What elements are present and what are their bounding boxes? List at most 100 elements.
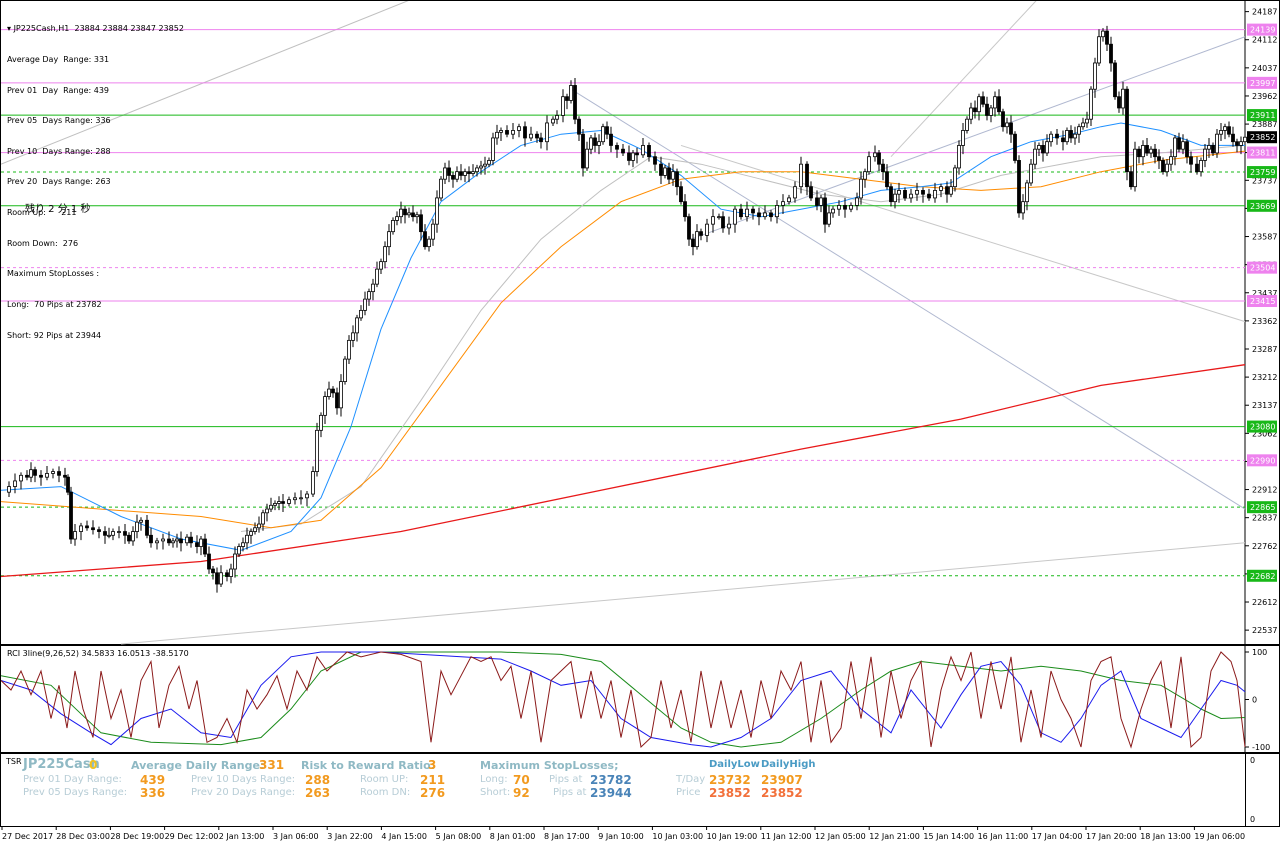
rci-indicator-panel[interactable]: 100 0 -100 RCI 3line(9,26,52) 34.5833 16.0… xyxy=(0,645,1280,754)
candle-bull xyxy=(867,156,871,173)
info-line: Prev 05 Days Range: 336 xyxy=(7,116,111,126)
candle-bear xyxy=(103,531,107,536)
info-line: Room Down: 276 xyxy=(7,238,79,248)
candle-bull xyxy=(799,163,803,188)
candle-bull xyxy=(379,261,383,270)
tday-low: 23732 xyxy=(709,773,751,787)
candle-bear xyxy=(167,538,171,544)
time-tick-label: 9 Jan 10:00 xyxy=(598,832,644,841)
level-tag-label: 22865 xyxy=(1250,503,1275,512)
candle-bull xyxy=(727,223,731,229)
candle-bear xyxy=(577,118,581,135)
candle-bull xyxy=(909,193,913,199)
candle-bear xyxy=(621,148,625,154)
candle-bull xyxy=(219,572,223,585)
candle-bear xyxy=(451,175,455,180)
prev20-value: 263 xyxy=(305,786,331,800)
candle-bear xyxy=(331,388,335,394)
price-tick-label: 23362 xyxy=(1252,317,1277,326)
level-tag-label: 22682 xyxy=(1250,572,1275,581)
candle-bear xyxy=(823,197,827,225)
candle-bear xyxy=(1185,141,1189,158)
last-price-tag xyxy=(1247,131,1277,144)
candle-bear xyxy=(605,126,609,135)
rci-tick-label: -100 xyxy=(1252,743,1270,752)
candle-bull xyxy=(439,178,443,199)
candle-bull xyxy=(475,167,479,173)
candle-bull xyxy=(343,358,347,383)
candle-bull xyxy=(455,171,459,180)
candle-bull xyxy=(73,531,77,540)
menu-triangle-icon[interactable]: ▾ xyxy=(7,24,12,34)
candle-bull xyxy=(19,474,23,482)
price-low: 23852 xyxy=(709,786,751,800)
candle-bull xyxy=(827,212,831,225)
candle-bear xyxy=(335,392,339,409)
rci-chart-svg[interactable]: 100 0 -100 xyxy=(1,646,1280,754)
candle-bear xyxy=(97,529,101,532)
candle-bear xyxy=(1113,62,1117,98)
candle-bull xyxy=(7,486,11,493)
candle-bull xyxy=(383,246,387,263)
candle-bear xyxy=(523,126,527,139)
trendline xyxy=(570,88,1246,510)
level-tag xyxy=(1247,569,1277,582)
candle-bear xyxy=(981,96,985,105)
tsr-symbol-overlay: 0 xyxy=(89,758,98,772)
price-chart-panel[interactable]: 2418724112240372396223887238112373723662… xyxy=(0,0,1280,646)
level-tag xyxy=(1247,454,1277,467)
candle-bull xyxy=(311,471,315,495)
candle-bull xyxy=(79,525,83,532)
candle-bull xyxy=(139,519,143,523)
candle-bear xyxy=(211,568,215,574)
trendline xyxy=(890,1,1037,158)
price-chart-svg[interactable]: 2418724112240372396223887238112373723662… xyxy=(1,1,1280,646)
rr-value: 3 xyxy=(428,758,437,772)
candle-bear xyxy=(903,190,907,199)
candle-bear xyxy=(635,152,639,156)
candle-bull xyxy=(495,131,499,139)
candle-bull xyxy=(161,538,165,542)
candle-bear xyxy=(1125,88,1129,173)
candle-bear xyxy=(751,208,755,214)
candle-bear xyxy=(683,201,687,218)
candle-bull xyxy=(775,205,779,218)
candle-timer: 残り 2 分 1 秒 xyxy=(25,204,91,215)
candle-bull xyxy=(305,493,309,499)
level-tag xyxy=(1247,501,1277,514)
rci-blue-line xyxy=(1,651,1246,748)
candle-bull xyxy=(1207,145,1211,150)
candle-bull xyxy=(597,141,601,146)
candle-bear xyxy=(1195,163,1199,173)
candle-bear xyxy=(1189,156,1193,165)
candle-bear xyxy=(581,133,585,169)
candle-bull xyxy=(245,534,249,544)
tsr-panel[interactable]: TSR JP225Cash 0 Average Daily Range: 331… xyxy=(0,753,1280,827)
candle-bull xyxy=(117,531,121,533)
candle-bull xyxy=(269,504,273,510)
chart-title: ▾ JP225Cash,H1 23884 23884 23847 23852 xyxy=(7,24,184,34)
candle-bear xyxy=(691,238,695,248)
candle-bull xyxy=(831,208,835,214)
candle-bear xyxy=(1137,148,1141,158)
candle-bear xyxy=(411,212,415,218)
room-up-value: 211 xyxy=(420,773,446,787)
candle-bull xyxy=(1149,148,1153,154)
candle-bear xyxy=(85,525,89,529)
candle-bull xyxy=(511,130,515,135)
price-tick-label: 23287 xyxy=(1252,345,1277,354)
candle-bear xyxy=(593,137,597,146)
candle-bull xyxy=(347,339,351,360)
candle-bear xyxy=(653,156,657,165)
time-axis: 27 Dec 2017 28 Dec 03:00 28 Dec 19:00 29 De… xyxy=(1,827,1245,841)
candle-bull xyxy=(387,231,391,248)
candle-bear xyxy=(921,190,925,195)
ma-gray-line xyxy=(240,144,1246,532)
candle-bull xyxy=(1239,141,1243,146)
candle-bear xyxy=(423,231,427,248)
level-tag-label: 24139 xyxy=(1250,26,1275,35)
candle-bear xyxy=(149,534,153,544)
candle-bull xyxy=(443,167,447,180)
prev01-label: Prev 01 Day Range: xyxy=(23,774,122,785)
time-tick-label: 27 Dec 2017 xyxy=(2,832,53,841)
